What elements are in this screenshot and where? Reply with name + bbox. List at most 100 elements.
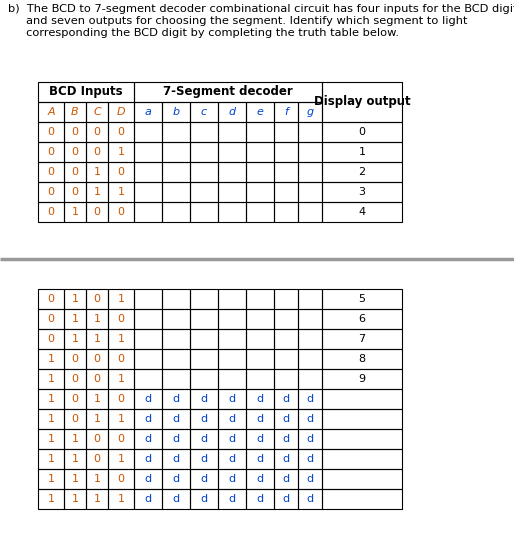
Text: 1: 1 — [47, 394, 54, 404]
Text: d: d — [144, 474, 152, 484]
Text: a: a — [144, 107, 152, 117]
Text: d: d — [282, 434, 289, 444]
Text: d: d — [144, 414, 152, 424]
Text: d: d — [256, 494, 264, 504]
Text: g: g — [306, 107, 314, 117]
Text: BCD Inputs: BCD Inputs — [49, 85, 123, 98]
Text: 0: 0 — [94, 207, 101, 217]
Text: d: d — [200, 414, 208, 424]
Text: 0: 0 — [94, 354, 101, 364]
Text: d: d — [282, 394, 289, 404]
Text: d: d — [200, 494, 208, 504]
Text: 0: 0 — [94, 294, 101, 304]
Text: d: d — [256, 434, 264, 444]
Text: 1: 1 — [47, 494, 54, 504]
Text: 1: 1 — [94, 314, 101, 324]
Text: 1: 1 — [47, 414, 54, 424]
Text: 1: 1 — [94, 474, 101, 484]
Text: d: d — [172, 494, 179, 504]
Text: 0: 0 — [47, 207, 54, 217]
Text: 1: 1 — [47, 474, 54, 484]
Text: d: d — [172, 434, 179, 444]
Text: 0: 0 — [47, 294, 54, 304]
Text: 7-Segment decoder: 7-Segment decoder — [163, 85, 293, 98]
Text: d: d — [228, 434, 235, 444]
Text: 1: 1 — [71, 334, 79, 344]
Text: 1: 1 — [47, 374, 54, 384]
Text: 1: 1 — [71, 494, 79, 504]
Text: d: d — [306, 454, 314, 464]
Text: 0: 0 — [118, 474, 124, 484]
Text: 8: 8 — [358, 354, 365, 364]
Text: d: d — [228, 394, 235, 404]
Text: 1: 1 — [118, 294, 124, 304]
Text: d: d — [306, 434, 314, 444]
Text: d: d — [256, 394, 264, 404]
Text: c: c — [201, 107, 207, 117]
Text: 0: 0 — [358, 127, 365, 137]
Text: d: d — [200, 454, 208, 464]
Text: d: d — [144, 454, 152, 464]
Text: 0: 0 — [118, 314, 124, 324]
Text: d: d — [306, 474, 314, 484]
Text: d: d — [144, 394, 152, 404]
Text: 1: 1 — [94, 334, 101, 344]
Text: 1: 1 — [94, 494, 101, 504]
Text: 0: 0 — [71, 394, 79, 404]
Text: 1: 1 — [47, 434, 54, 444]
Text: 1: 1 — [94, 394, 101, 404]
Text: 2: 2 — [358, 167, 365, 177]
Text: 0: 0 — [71, 187, 79, 197]
Text: 1: 1 — [94, 187, 101, 197]
Text: 1: 1 — [71, 454, 79, 464]
Text: d: d — [144, 494, 152, 504]
Text: 0: 0 — [71, 167, 79, 177]
Text: 0: 0 — [71, 354, 79, 364]
Text: corresponding the BCD digit by completing the truth table below.: corresponding the BCD digit by completin… — [8, 28, 399, 38]
Text: 1: 1 — [118, 454, 124, 464]
Text: 4: 4 — [358, 207, 365, 217]
Text: 1: 1 — [71, 294, 79, 304]
Text: 0: 0 — [94, 127, 101, 137]
Text: 1: 1 — [94, 167, 101, 177]
Text: 1: 1 — [118, 187, 124, 197]
Text: 0: 0 — [47, 187, 54, 197]
Text: and seven outputs for choosing the segment. Identify which segment to light: and seven outputs for choosing the segme… — [8, 16, 468, 26]
Text: 1: 1 — [118, 494, 124, 504]
Text: d: d — [306, 414, 314, 424]
Text: 6: 6 — [358, 314, 365, 324]
Text: 0: 0 — [94, 374, 101, 384]
Text: 0: 0 — [47, 147, 54, 157]
Text: 0: 0 — [94, 147, 101, 157]
Text: d: d — [282, 414, 289, 424]
Text: d: d — [200, 434, 208, 444]
Text: 1: 1 — [71, 314, 79, 324]
Text: d: d — [282, 494, 289, 504]
Text: d: d — [256, 414, 264, 424]
Text: d: d — [256, 474, 264, 484]
Text: 0: 0 — [94, 454, 101, 464]
Text: 1: 1 — [118, 147, 124, 157]
Text: 0: 0 — [118, 207, 124, 217]
Text: B: B — [71, 107, 79, 117]
Text: d: d — [306, 494, 314, 504]
Text: d: d — [228, 494, 235, 504]
Text: 5: 5 — [358, 294, 365, 304]
Text: b: b — [172, 107, 179, 117]
Text: d: d — [228, 474, 235, 484]
Text: 0: 0 — [118, 167, 124, 177]
Text: f: f — [284, 107, 288, 117]
Text: 1: 1 — [47, 354, 54, 364]
Text: 1: 1 — [71, 207, 79, 217]
Text: 0: 0 — [47, 314, 54, 324]
Text: C: C — [93, 107, 101, 117]
Text: 0: 0 — [94, 434, 101, 444]
Text: Display output: Display output — [314, 96, 410, 108]
Text: d: d — [172, 474, 179, 484]
Text: d: d — [200, 474, 208, 484]
Text: 1: 1 — [94, 414, 101, 424]
Text: d: d — [228, 454, 235, 464]
Text: d: d — [306, 394, 314, 404]
Text: 0: 0 — [118, 354, 124, 364]
Text: 0: 0 — [71, 374, 79, 384]
